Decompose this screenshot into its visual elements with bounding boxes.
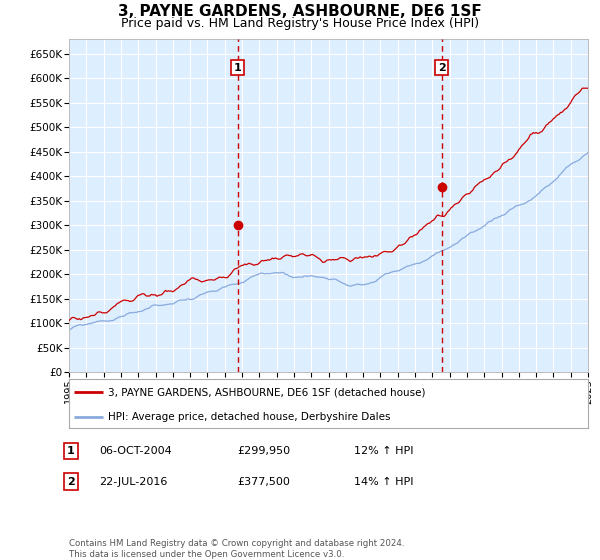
Text: 12% ↑ HPI: 12% ↑ HPI [354, 446, 413, 456]
Text: 3, PAYNE GARDENS, ASHBOURNE, DE6 1SF (detached house): 3, PAYNE GARDENS, ASHBOURNE, DE6 1SF (de… [108, 388, 425, 398]
Text: 06-OCT-2004: 06-OCT-2004 [99, 446, 172, 456]
Text: £377,500: £377,500 [237, 477, 290, 487]
Text: Price paid vs. HM Land Registry's House Price Index (HPI): Price paid vs. HM Land Registry's House … [121, 17, 479, 30]
Text: HPI: Average price, detached house, Derbyshire Dales: HPI: Average price, detached house, Derb… [108, 412, 391, 422]
Text: 2: 2 [67, 477, 74, 487]
Text: Contains HM Land Registry data © Crown copyright and database right 2024.
This d: Contains HM Land Registry data © Crown c… [69, 539, 404, 559]
Text: 14% ↑ HPI: 14% ↑ HPI [354, 477, 413, 487]
Text: 3, PAYNE GARDENS, ASHBOURNE, DE6 1SF: 3, PAYNE GARDENS, ASHBOURNE, DE6 1SF [118, 4, 482, 19]
Text: 1: 1 [234, 63, 242, 73]
Text: 1: 1 [67, 446, 74, 456]
Text: 22-JUL-2016: 22-JUL-2016 [99, 477, 167, 487]
Text: 2: 2 [438, 63, 446, 73]
Text: £299,950: £299,950 [237, 446, 290, 456]
